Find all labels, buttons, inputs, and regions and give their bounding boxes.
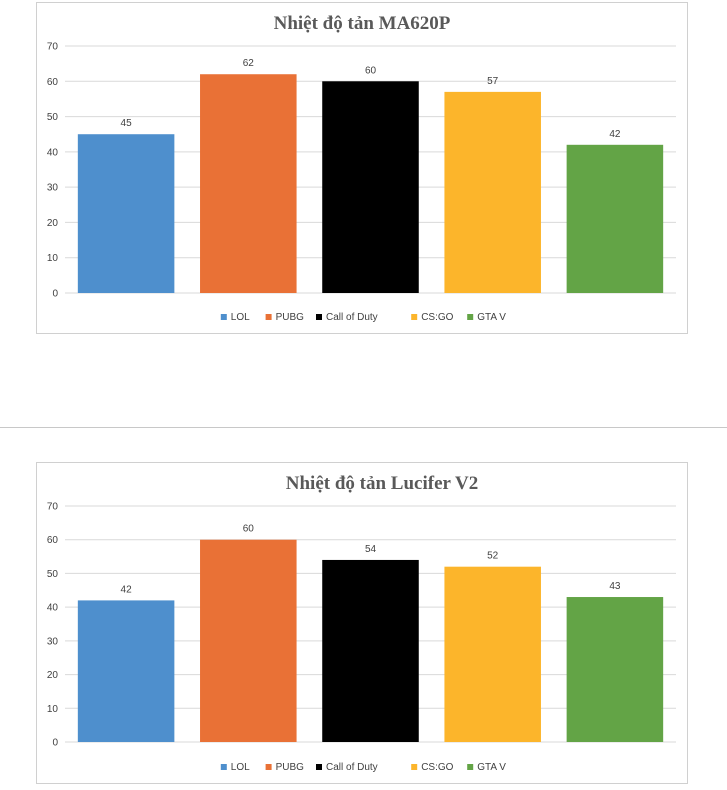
y-tick-label: 30 <box>47 636 59 647</box>
data-label: 43 <box>609 581 621 592</box>
legend-item: PUBG <box>276 312 305 323</box>
legend-item: Call of Duty <box>326 762 378 773</box>
legend: LOL PUBG Call of Duty CS:GO GTA V <box>220 312 506 323</box>
legend: LOL PUBG Call of Duty CS:GO GTA V <box>220 762 506 773</box>
legend-item: CS:GO <box>421 762 453 773</box>
legend-item: GTA V <box>477 312 506 323</box>
bar-call-of-duty <box>322 81 419 294</box>
y-tick-label: 70 <box>47 42 59 53</box>
y-tick-label: 60 <box>47 77 59 88</box>
data-label: 42 <box>121 584 133 595</box>
bar-gta-v <box>566 144 664 293</box>
bar-cs-go <box>444 566 541 742</box>
legend-swatch <box>316 764 322 770</box>
legend-item: LOL <box>231 762 250 773</box>
legend-item: CS:GO <box>421 312 453 323</box>
y-tick-label: 20 <box>47 218 59 229</box>
legend-item: Call of Duty <box>326 312 378 323</box>
data-label: 52 <box>487 551 499 562</box>
data-label: 62 <box>243 58 255 69</box>
data-label: 54 <box>365 544 377 555</box>
legend-swatch <box>265 314 272 320</box>
bar-lol <box>77 134 175 293</box>
data-label: 57 <box>487 76 499 87</box>
chart-ma620p-plot: Nhiệt độ tản MA620P 0 10 20 30 40 50 60 70 45 62 6… <box>47 13 676 323</box>
y-tick-label: 0 <box>52 289 58 300</box>
y-tick-label: 30 <box>47 183 59 194</box>
legend-item: LOL <box>231 312 250 323</box>
y-tick-label: 20 <box>47 670 59 681</box>
y-tick-label: 10 <box>47 704 59 715</box>
legend-swatch <box>220 764 227 770</box>
legend-swatch <box>220 314 227 320</box>
bar-pubg <box>200 74 297 293</box>
y-tick-label: 50 <box>47 569 59 580</box>
legend-item: PUBG <box>276 762 305 773</box>
chart-lucifer-v2: Nhiệt độ tản Lucifer V2 0 10 20 30 40 50 60 70 4… <box>36 462 688 784</box>
y-tick-label: 40 <box>47 147 59 158</box>
y-tick-label: 50 <box>47 112 59 123</box>
legend-swatch <box>265 764 272 770</box>
page-divider <box>0 427 727 428</box>
bar-gta-v <box>566 597 664 742</box>
legend-swatch <box>467 314 474 320</box>
bar-call-of-duty <box>322 559 419 742</box>
data-label: 42 <box>609 129 621 140</box>
bar-lol <box>77 600 175 742</box>
legend-swatch <box>467 764 474 770</box>
legend-item: GTA V <box>477 762 506 773</box>
chart-ma620p: Nhiệt độ tản MA620P 0 10 20 30 40 50 60 70 45 62 6… <box>36 2 688 334</box>
legend-swatch <box>316 314 322 320</box>
legend-swatch <box>411 764 418 770</box>
data-label: 60 <box>365 65 377 76</box>
chart-title: Nhiệt độ tản Lucifer V2 <box>286 473 478 494</box>
data-label: 60 <box>243 524 255 535</box>
bar-cs-go <box>444 91 541 293</box>
chart-lucifer-v2-plot: Nhiệt độ tản Lucifer V2 0 10 20 30 40 50 60 70 4… <box>47 473 676 773</box>
data-label: 45 <box>121 118 133 129</box>
y-tick-label: 0 <box>52 738 58 749</box>
chart-title: Nhiệt độ tản MA620P <box>274 13 451 34</box>
y-tick-label: 10 <box>47 253 59 264</box>
y-tick-label: 60 <box>47 535 59 546</box>
bar-pubg <box>200 539 297 742</box>
y-tick-label: 70 <box>47 502 59 513</box>
legend-swatch <box>411 314 418 320</box>
y-tick-label: 40 <box>47 603 59 614</box>
